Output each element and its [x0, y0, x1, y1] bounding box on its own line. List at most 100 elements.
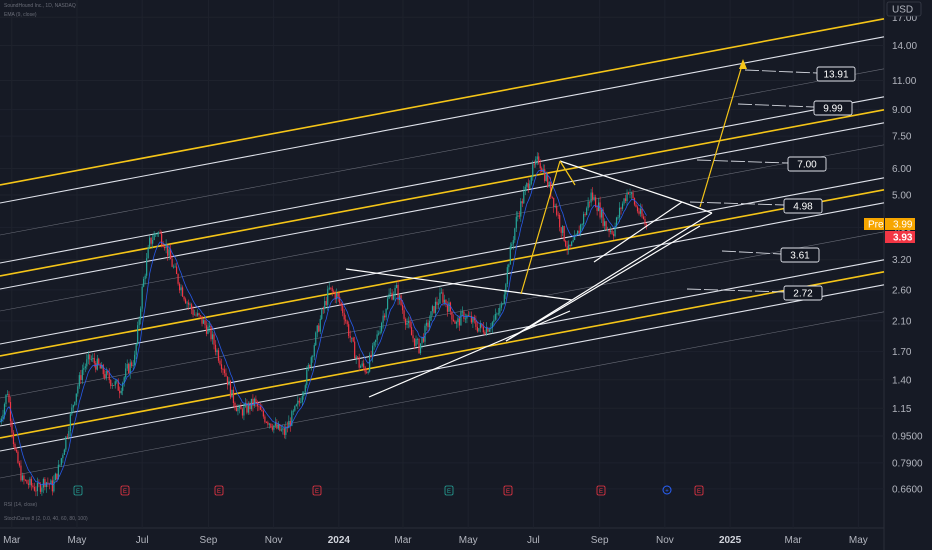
candle-body	[554, 205, 556, 208]
candle-body	[156, 233, 158, 235]
candle-body	[409, 321, 411, 328]
candle-body	[9, 402, 12, 422]
candle-body	[235, 407, 238, 412]
candle-body	[107, 370, 109, 374]
candle-body	[464, 318, 467, 320]
candle-body	[265, 422, 267, 423]
candle-body	[455, 322, 458, 324]
earnings-marker	[444, 485, 454, 496]
candle-body	[147, 247, 149, 259]
candle-body	[89, 354, 91, 360]
candle-body	[165, 244, 167, 249]
symbol-legend[interactable]: SoundHound Inc., 1D, NASDAQ	[4, 3, 76, 9]
candle-body	[457, 318, 459, 323]
candle-body	[571, 241, 573, 246]
price-labels: 13.91 9.99 7.00 4.98 3.61 2.72	[686, 66, 856, 301]
earnings-marker-label: E	[315, 489, 319, 495]
candle-body	[304, 385, 306, 393]
ema-legend[interactable]: EMA (9, close)	[4, 12, 37, 18]
candle-body	[502, 303, 504, 305]
candle-body	[620, 207, 622, 209]
candle-body	[514, 228, 516, 241]
currency-button[interactable]: USD	[886, 1, 922, 17]
candle-body	[162, 244, 164, 247]
candle-body	[280, 429, 282, 431]
candle-body	[385, 309, 387, 318]
candle-body	[288, 421, 290, 429]
candle-body	[23, 475, 25, 480]
candle-body	[201, 316, 203, 324]
candle-body	[214, 344, 217, 352]
candle-body	[77, 386, 79, 394]
candle-body	[367, 371, 369, 373]
candle-body	[520, 201, 522, 217]
trend-line	[505, 225, 701, 342]
candle-body	[247, 403, 250, 413]
label-box	[783, 198, 823, 214]
candle-body	[128, 364, 130, 374]
candle-body	[526, 183, 528, 187]
candle-body	[364, 367, 366, 373]
time-tick-label: May	[68, 535, 87, 546]
candle-body	[180, 287, 182, 291]
candle-body	[342, 305, 344, 314]
candle-body	[53, 480, 55, 492]
label-text: 3.61	[790, 251, 810, 262]
candle-body	[547, 175, 549, 187]
candle-body	[581, 224, 583, 226]
candle-body	[204, 320, 206, 326]
candle-body	[535, 159, 537, 165]
candle-body	[330, 287, 332, 289]
earnings-marker	[73, 485, 83, 496]
candle-body	[146, 258, 148, 276]
candle-body	[283, 428, 285, 435]
candle-body	[336, 292, 338, 300]
candle-body	[639, 208, 642, 214]
rsi-legend[interactable]: RSI (14, close)	[4, 502, 37, 508]
label-connector	[737, 103, 815, 108]
candle-body	[144, 275, 146, 279]
candle-body	[583, 214, 585, 225]
candle-body	[111, 385, 113, 386]
candle-body	[506, 267, 508, 285]
candle-body	[80, 375, 82, 381]
candle-body	[279, 424, 281, 431]
price-tick-label: 14.00	[892, 41, 917, 52]
channel-line	[0, 36, 885, 204]
candle-body	[337, 292, 339, 297]
candle-body	[71, 407, 73, 415]
earnings-marker	[120, 485, 130, 496]
stoch-legend[interactable]: StochCurve 8 (2, 0.0, 40, 60, 80, 100)	[4, 516, 88, 522]
candle-body	[505, 284, 507, 295]
time-tick-label: May	[849, 535, 868, 546]
candle-body	[125, 368, 127, 378]
candle-body	[312, 356, 314, 358]
candle-body	[443, 299, 446, 303]
candle-body	[472, 317, 474, 323]
projection-arrowhead	[739, 59, 747, 69]
candle-body	[499, 307, 501, 314]
candle-body	[508, 264, 510, 268]
channel-line	[0, 122, 885, 290]
pre-value-text: 3.99	[893, 220, 913, 231]
candle-body	[252, 398, 254, 406]
earnings-marker-label: E	[76, 489, 80, 495]
candle-body	[15, 449, 18, 452]
candle-body	[603, 221, 606, 226]
candle-body	[313, 345, 315, 357]
candle-body	[437, 303, 440, 305]
trend-line	[681, 201, 713, 214]
candle-body	[641, 208, 643, 217]
candle-body	[488, 329, 490, 332]
candle-body	[415, 339, 417, 346]
candle-body	[210, 325, 212, 340]
price-tick-label: 6.00	[892, 164, 912, 175]
candle-body	[228, 380, 230, 386]
candle-body	[164, 246, 166, 249]
price-axis-panel[interactable]	[884, 0, 932, 550]
price-tick-label: 1.70	[892, 347, 912, 358]
candle-body	[633, 198, 636, 205]
candle-body	[449, 302, 452, 312]
candle-body	[36, 482, 39, 492]
